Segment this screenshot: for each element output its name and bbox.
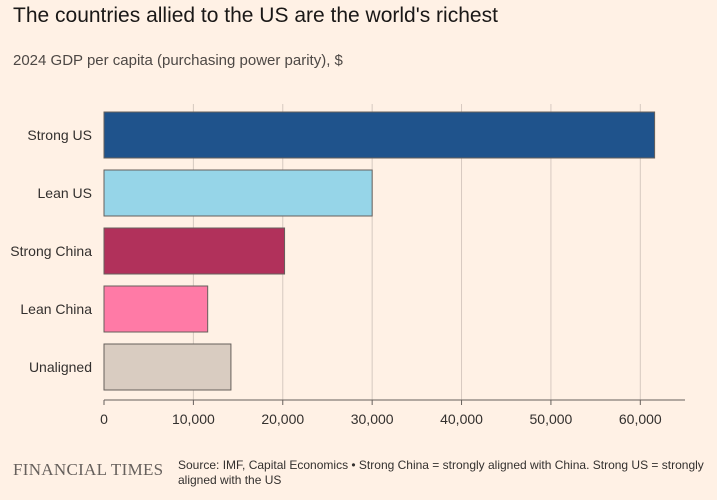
category-label: Lean US bbox=[38, 185, 92, 201]
category-label: Strong US bbox=[27, 127, 92, 143]
bars bbox=[103, 111, 656, 391]
x-tick-label: 20,000 bbox=[261, 411, 304, 427]
x-tick-label: 50,000 bbox=[530, 411, 573, 427]
category-label: Unaligned bbox=[29, 359, 92, 375]
x-tick-label: 30,000 bbox=[351, 411, 394, 427]
bar-lean-china bbox=[103, 285, 209, 333]
x-tick-label: 60,000 bbox=[619, 411, 662, 427]
category-labels: Strong US Lean US Strong China Lean China Un… bbox=[10, 127, 92, 375]
category-label: Lean China bbox=[20, 301, 92, 317]
chart-subtitle: 2024 GDP per capita (purchasing power pa… bbox=[13, 52, 343, 69]
x-tick-label: 0 bbox=[100, 411, 108, 427]
bar-lean-us bbox=[103, 169, 373, 217]
source-note: Source: IMF, Capital Economics • Strong … bbox=[178, 458, 704, 487]
bar-strong-us bbox=[103, 111, 656, 159]
x-tick-label: 10,000 bbox=[172, 411, 215, 427]
bar-strong-china bbox=[103, 227, 286, 275]
x-axis: 0 10,000 20,000 30,000 40,000 50,000 60,000 bbox=[100, 399, 685, 427]
ft-logo: FINANCIAL TIMES bbox=[13, 460, 164, 479]
category-label: Strong China bbox=[10, 243, 92, 259]
chart-title: The countries allied to the US are the w… bbox=[13, 4, 498, 27]
bar-chart: Strong US Lean US Strong China Lean China Un… bbox=[10, 104, 685, 427]
x-tick-label: 40,000 bbox=[440, 411, 483, 427]
bar-unaligned bbox=[103, 343, 232, 391]
